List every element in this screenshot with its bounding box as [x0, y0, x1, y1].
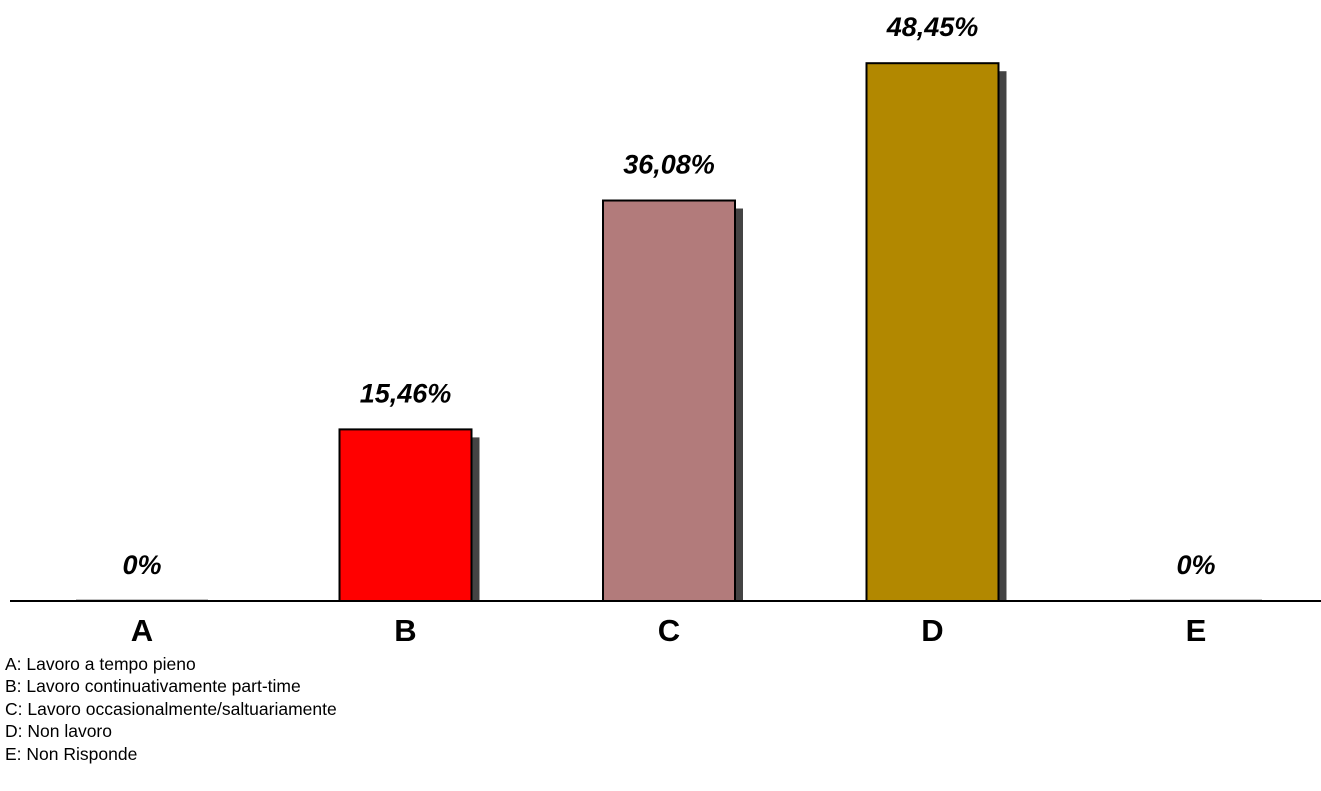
bar-c [602, 199, 736, 602]
legend-item-c: C: Lavoro occasionalmente/saltuariamente [5, 698, 337, 719]
legend-item-d: D: Non lavoro [5, 721, 112, 742]
bar-b [338, 428, 473, 603]
legend-item-a: A: Lavoro a tempo pieno [5, 654, 196, 674]
bar-d [865, 62, 1000, 602]
category-label-c: C [658, 613, 680, 648]
category-label-d: D [921, 613, 943, 648]
bars-layer [76, 62, 1262, 603]
legend-item-b: B: Lavoro continuativamente part-time [5, 676, 301, 697]
value-label-d: 48,45% [886, 12, 979, 42]
labels-layer: 0% A 15,46% B 36,08% C 48,45% D 0% E [122, 12, 1215, 648]
category-label-e: E [1186, 613, 1207, 648]
category-label-a: A [131, 613, 153, 648]
value-label-b: 15,46% [360, 378, 452, 408]
value-label-c: 36,08% [623, 150, 715, 180]
bar-chart: 0% A 15,46% B 36,08% C 48,45% D 0% E [10, 12, 1321, 648]
category-label-b: B [394, 613, 416, 648]
value-label-a: 0% [122, 550, 161, 580]
value-label-e: 0% [1176, 550, 1215, 580]
legend-item-e: E: Non Risponde [5, 743, 138, 764]
legend: A: Lavoro a tempo pieno B: Lavoro contin… [5, 653, 337, 765]
